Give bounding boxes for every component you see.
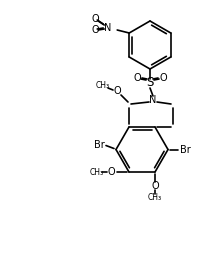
Text: O: O xyxy=(133,73,141,83)
Text: CH₃: CH₃ xyxy=(96,82,110,90)
Text: S: S xyxy=(146,77,154,89)
Text: CH₃: CH₃ xyxy=(148,193,162,201)
Text: CH₃: CH₃ xyxy=(90,168,104,176)
Text: Br: Br xyxy=(94,139,104,150)
Text: O: O xyxy=(91,25,99,35)
Text: N: N xyxy=(149,95,157,105)
Text: O: O xyxy=(159,73,167,83)
Text: O: O xyxy=(113,86,121,96)
Text: O: O xyxy=(107,167,115,177)
Text: Br: Br xyxy=(180,144,190,155)
Text: O: O xyxy=(91,14,99,24)
Text: O: O xyxy=(151,181,159,191)
Text: N: N xyxy=(103,23,111,33)
